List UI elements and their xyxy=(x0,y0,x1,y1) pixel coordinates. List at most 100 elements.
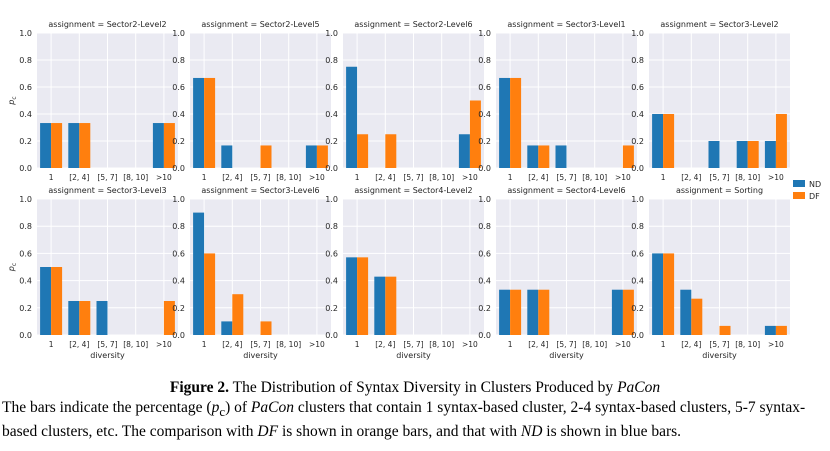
y-tick-label: 0.0 xyxy=(172,164,185,173)
x-tick-label: [8, 10] xyxy=(429,173,454,182)
y-axis-label: pc xyxy=(7,96,18,105)
bar-nd xyxy=(555,145,567,168)
x-tick-label: [2, 4] xyxy=(69,173,89,182)
x-tick-label: >10 xyxy=(768,340,784,349)
bar-df xyxy=(538,145,550,168)
bar-nd xyxy=(221,145,233,168)
bar-nd xyxy=(40,123,52,168)
y-tick-label: 0.6 xyxy=(478,249,491,258)
panel-title: assignment = Sector2-Level6 xyxy=(354,20,472,29)
bar-nd xyxy=(680,289,692,335)
y-axis-label-p: p xyxy=(7,266,16,272)
y-tick-label: 0.8 xyxy=(19,56,32,65)
bar-df xyxy=(691,298,703,335)
x-tick-label: >10 xyxy=(615,340,631,349)
panel-title: assignment = Sector4-Level2 xyxy=(354,186,472,195)
x-tick-label: 1 xyxy=(661,173,666,182)
bar-nd xyxy=(68,123,80,168)
caption-body: The bars indicate the percentage (pc) of… xyxy=(2,398,828,442)
bar-df xyxy=(260,321,272,335)
y-tick-label: 0.8 xyxy=(631,222,644,231)
y-tick-label: 1.0 xyxy=(172,195,185,204)
x-tick-label: [8, 10] xyxy=(582,340,607,349)
bar-df xyxy=(204,253,216,335)
bar-df xyxy=(510,77,522,168)
y-tick-label: 1.0 xyxy=(19,29,32,38)
y-tick-label: 0.4 xyxy=(172,110,185,119)
x-tick-label: [2, 4] xyxy=(222,340,242,349)
y-tick-label: 0.4 xyxy=(478,277,491,286)
bar-df xyxy=(204,77,216,168)
y-tick-label: 1.0 xyxy=(631,195,644,204)
x-tick-label: 1 xyxy=(661,340,666,349)
y-tick-label: 1.0 xyxy=(631,29,644,38)
y-tick-label: 0.6 xyxy=(478,83,491,92)
y-tick-label: 1.0 xyxy=(325,29,338,38)
y-tick-label: 0.4 xyxy=(325,110,338,119)
y-tick-label: 0.6 xyxy=(325,249,338,258)
y-tick-label: 0.2 xyxy=(478,137,491,146)
y-tick-label: 0.2 xyxy=(631,304,644,313)
y-tick-label: 0.4 xyxy=(478,110,491,119)
y-tick-label: 0.0 xyxy=(19,164,32,173)
bar-df xyxy=(538,289,550,335)
x-tick-label: [2, 4] xyxy=(681,340,701,349)
bar-nd xyxy=(458,134,470,168)
bar-df xyxy=(51,123,63,168)
legend-swatch-df xyxy=(793,192,805,199)
x-tick-label: [2, 4] xyxy=(375,173,395,182)
y-tick-label: 0.0 xyxy=(631,164,644,173)
y-tick-label: 0.2 xyxy=(478,304,491,313)
x-tick-label: [5, 7] xyxy=(403,340,423,349)
bar-df xyxy=(79,123,91,168)
panel-title: assignment = Sector2-Level2 xyxy=(48,20,166,29)
x-tick-label: 1 xyxy=(49,340,54,349)
bar-nd xyxy=(527,145,539,168)
bar-df xyxy=(260,145,272,168)
caption-segment: DF xyxy=(257,423,279,441)
bar-df xyxy=(663,253,675,335)
legend-label: DF xyxy=(809,192,820,201)
bar-df xyxy=(357,257,369,335)
x-axis-label: diversity xyxy=(549,351,584,360)
bar-df xyxy=(663,114,675,168)
bar-df xyxy=(622,289,634,335)
y-axis-label-sub: c xyxy=(11,96,18,99)
x-tick-label: >10 xyxy=(309,173,325,182)
bar-nd xyxy=(527,289,539,335)
y-tick-label: 0.6 xyxy=(325,83,338,92)
y-tick-label: 1.0 xyxy=(478,29,491,38)
bar-nd xyxy=(346,257,358,335)
x-tick-label: >10 xyxy=(615,173,631,182)
y-tick-label: 0.4 xyxy=(325,277,338,286)
y-tick-label: 0.4 xyxy=(631,110,644,119)
bar-nd xyxy=(193,212,205,335)
caption-segment: ) of xyxy=(225,399,251,416)
y-tick-label: 0.6 xyxy=(19,249,32,258)
caption-segment: c xyxy=(219,404,226,420)
x-tick-label: [8, 10] xyxy=(123,340,148,349)
y-tick-label: 1.0 xyxy=(19,195,32,204)
caption-segment: is shown in blue bars. xyxy=(542,423,682,441)
y-tick-label: 0.4 xyxy=(19,110,32,119)
panel-title: assignment = Sector3-Level6 xyxy=(201,186,319,195)
y-tick-label: 0.0 xyxy=(478,331,491,340)
x-axis-label: diversity xyxy=(396,351,431,360)
y-tick-label: 0.6 xyxy=(19,83,32,92)
x-tick-label: >10 xyxy=(156,340,172,349)
bar-nd xyxy=(764,325,776,335)
x-tick-label: [8, 10] xyxy=(735,173,760,182)
bar-df xyxy=(719,325,731,335)
x-tick-label: [8, 10] xyxy=(582,173,607,182)
bar-df xyxy=(232,294,244,335)
y-tick-label: 0.6 xyxy=(631,83,644,92)
legend-swatch-nd xyxy=(793,180,805,187)
y-tick-label: 0.2 xyxy=(19,137,32,146)
y-tick-label: 0.2 xyxy=(325,137,338,146)
caption-segment: clusters that contain 1 syntax-based clu… xyxy=(2,399,806,441)
y-tick-label: 0.4 xyxy=(19,277,32,286)
figure-label: Figure 2. xyxy=(169,379,229,396)
y-tick-label: 1.0 xyxy=(325,195,338,204)
panel-title: assignment = Sector2-Level5 xyxy=(201,20,319,29)
figure-caption: Figure 2. The Distribution of Syntax Div… xyxy=(0,378,830,442)
